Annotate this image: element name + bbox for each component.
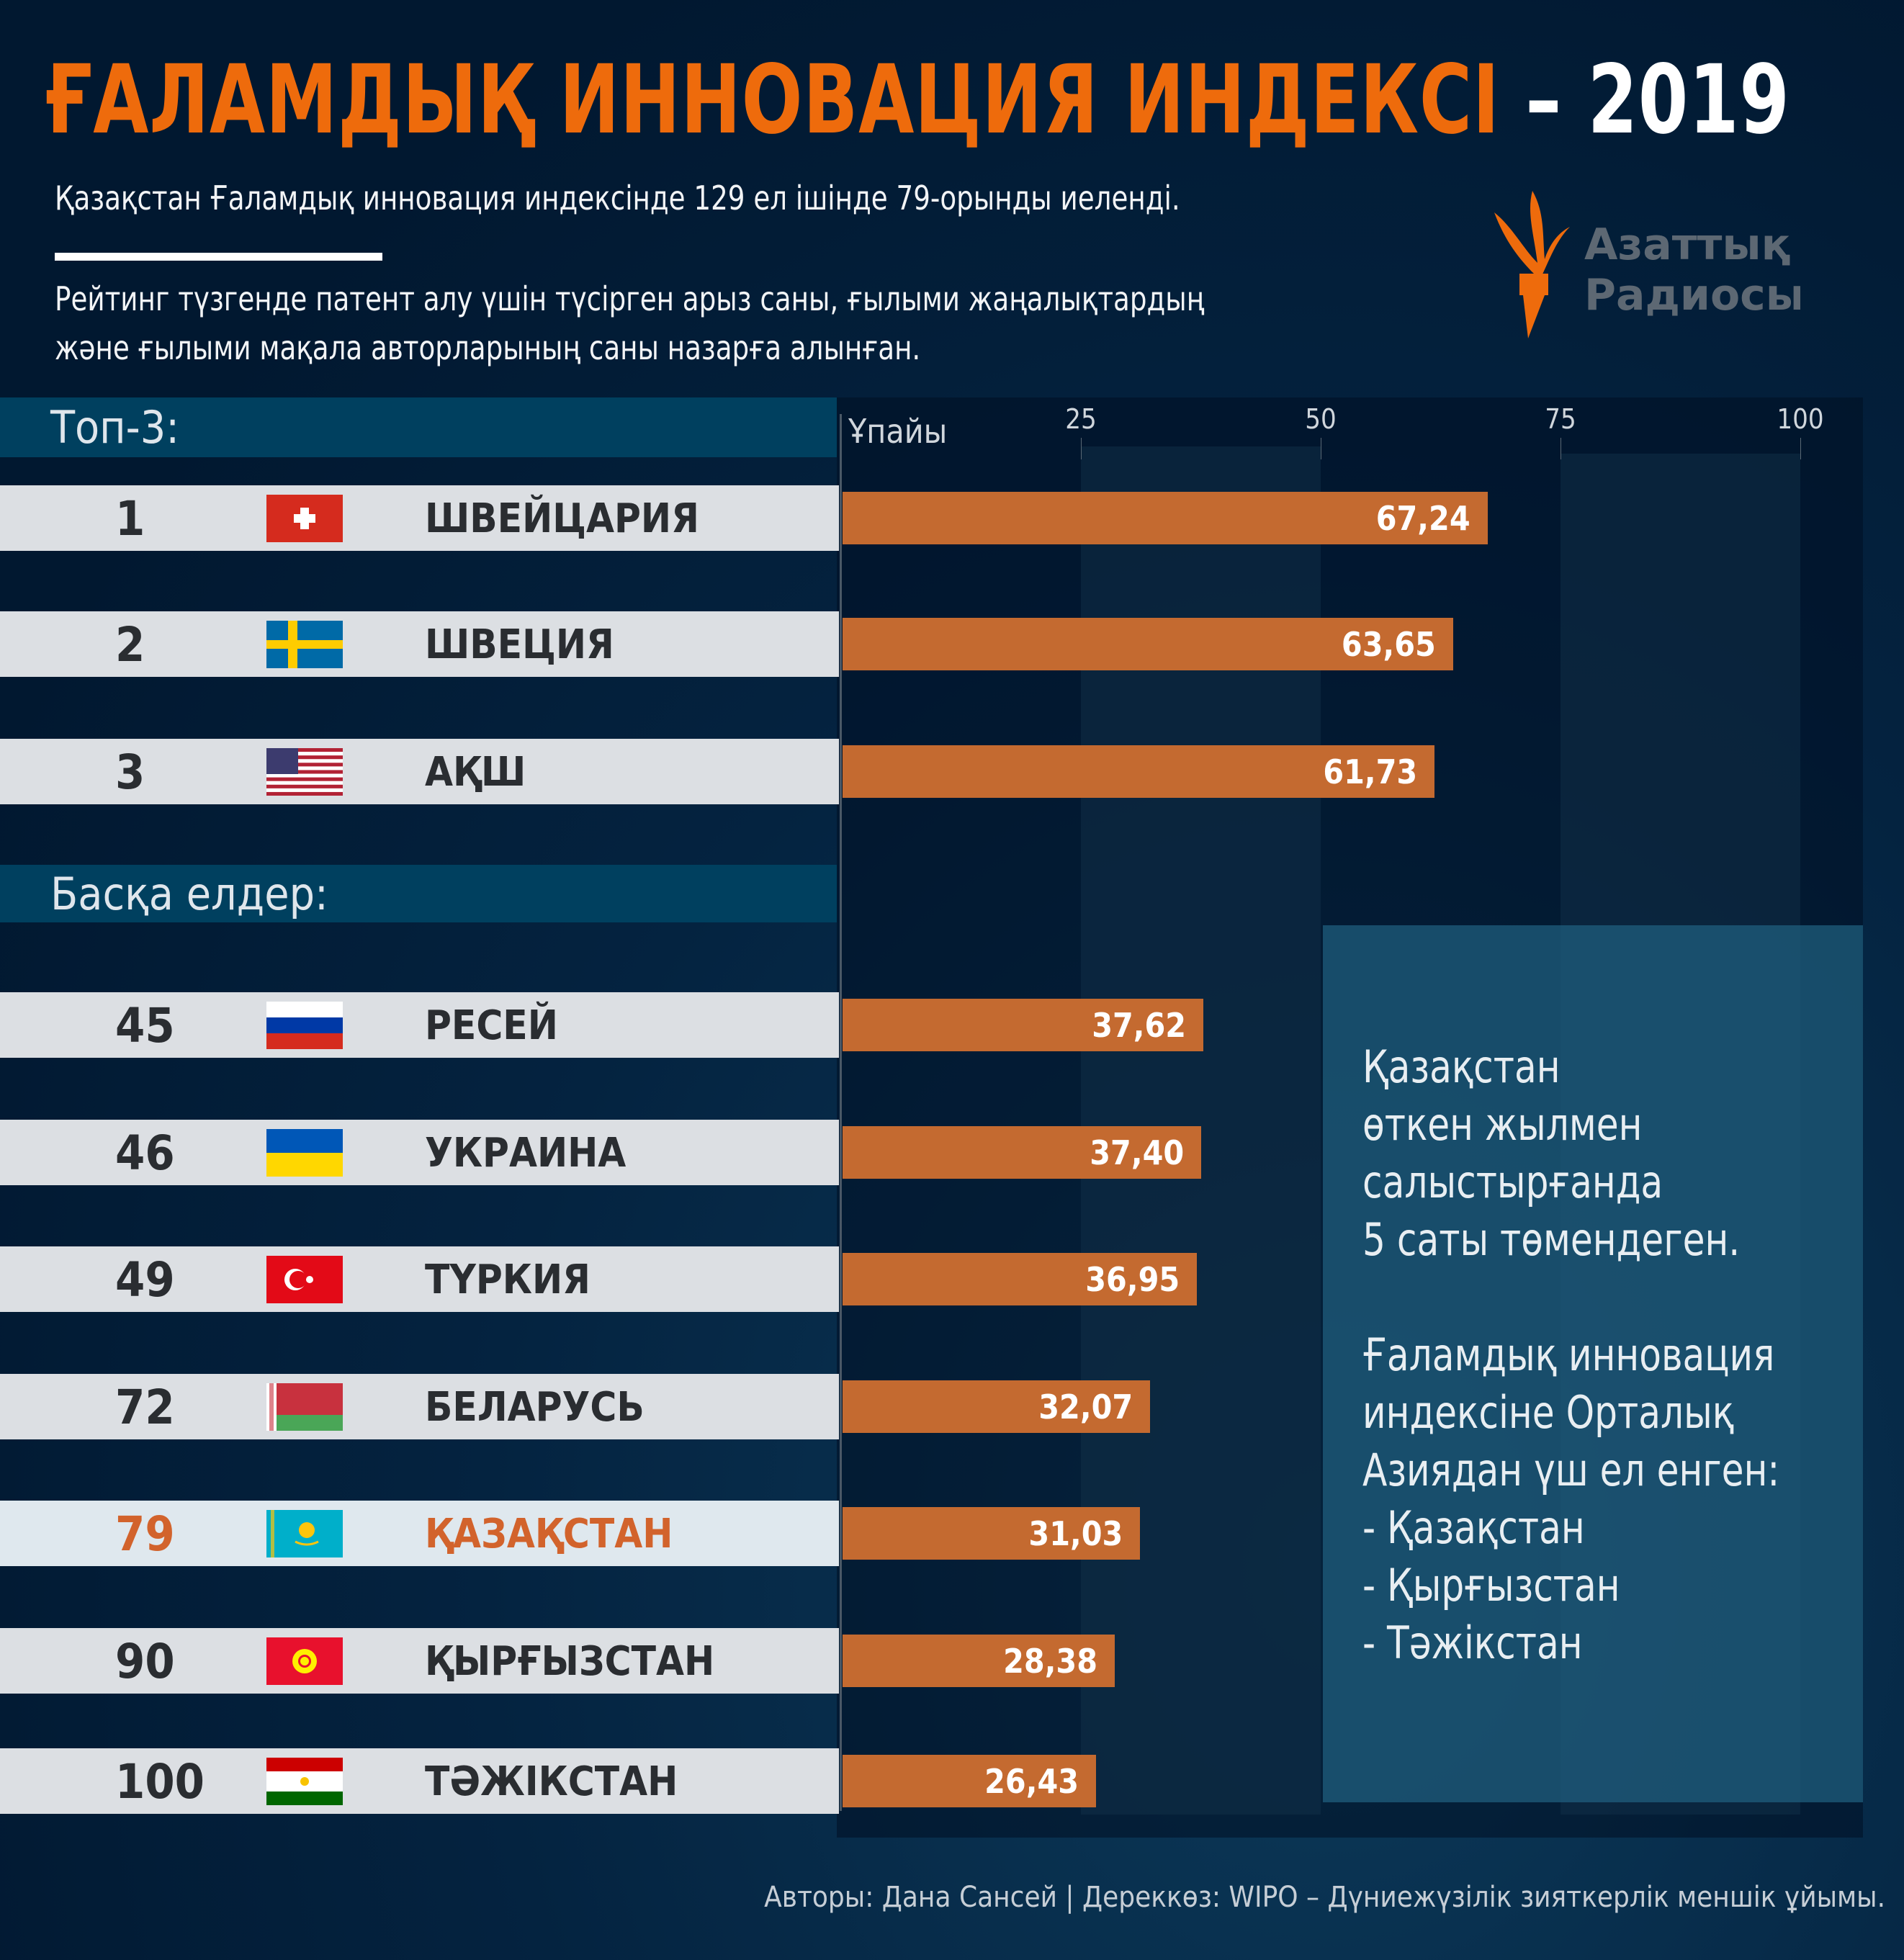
section-top3: Топ-3:: [0, 397, 837, 457]
section-others-label: Басқа елдер:: [50, 867, 328, 920]
info-line: Қазақстан: [1362, 1040, 1561, 1093]
bar-value-label: 37,62: [1092, 1006, 1187, 1045]
bar-ukraine: 37,40: [843, 1126, 1202, 1179]
bar-value-label: 61,73: [1323, 752, 1418, 791]
table-row: 46 УКРАИНА: [0, 1120, 839, 1185]
rank: 46: [115, 1125, 175, 1181]
bar-value-label: 28,38: [1003, 1642, 1098, 1681]
title-year: – 2019: [1499, 45, 1790, 156]
info-line: индексіне Орталық: [1362, 1386, 1735, 1439]
switzerland-flag-icon: [266, 495, 343, 542]
info-line: - Қырғызстан: [1362, 1559, 1620, 1611]
bar-value-label: 37,40: [1090, 1133, 1185, 1172]
bar-value-label: 63,65: [1341, 625, 1436, 664]
tajikistan-flag-icon: [266, 1758, 343, 1805]
belarus-flag-icon: [266, 1383, 343, 1431]
axis-line: [840, 414, 842, 1811]
rank: 100: [115, 1754, 205, 1810]
info-line: Ғаламдық инновация: [1362, 1329, 1775, 1381]
footer-credits: Авторы: Дана Сансей | Дереккөз: WIPO – Д…: [764, 1881, 1885, 1914]
rank: 45: [115, 998, 175, 1053]
info-line: өткен жылмен: [1362, 1098, 1643, 1151]
table-row: 49 ТҮРКИЯ: [0, 1246, 839, 1312]
logo-text-2: Радиосы: [1584, 270, 1800, 320]
country-name: ҚЫРҒЫЗСТАН: [425, 1638, 715, 1685]
info-box: Қазақстан өткен жылмен салыстырғанда 5 саты…: [1323, 925, 1863, 1802]
country-name: ТҮРКИЯ: [425, 1257, 590, 1303]
country-name: УКРАИНА: [425, 1130, 627, 1177]
info-line: - Қазақстан: [1362, 1501, 1585, 1554]
bar-value-label: 31,03: [1028, 1514, 1123, 1553]
bar-value-label: 32,07: [1038, 1388, 1133, 1426]
country-name: РЕСЕЙ: [425, 1002, 558, 1049]
country-name: АҚШ: [425, 749, 526, 796]
rank: 49: [115, 1252, 175, 1308]
usa-flag-icon: [266, 748, 343, 796]
bar-kazakhstan: 31,03: [843, 1507, 1141, 1560]
tick-label: 25: [1065, 403, 1097, 435]
bar-switzerland: 67,24: [843, 492, 1488, 544]
azattyq-logo: Азаттық Радиосы: [1494, 191, 1800, 338]
bar-value-label: 67,24: [1375, 499, 1470, 538]
table-row: 45 РЕСЕЙ: [0, 992, 839, 1058]
description-line1: Рейтинг түзгенде патент алу үшін түсірге…: [55, 279, 1205, 318]
info-line: 5 саты төмендеген.: [1362, 1213, 1741, 1266]
country-name: ҚАЗАҚСТАН: [425, 1511, 673, 1557]
rank: 79: [115, 1506, 175, 1562]
country-name: БЕЛАРУСЬ: [425, 1384, 645, 1431]
bar-value-label: 26,43: [984, 1762, 1079, 1801]
logo-text-1: Азаттық: [1584, 220, 1790, 270]
bar-russia: 37,62: [843, 999, 1204, 1051]
bar-tajikistan: 26,43: [843, 1755, 1097, 1807]
tick-mark: [1081, 438, 1082, 459]
rank: 90: [115, 1634, 175, 1689]
title-main: ҒАЛАМДЫҚ ИННОВАЦИЯ ИНДЕКСІ: [45, 45, 1500, 156]
tick-label: 75: [1545, 403, 1576, 435]
bar-belarus: 32,07: [843, 1380, 1151, 1433]
bar-turkey: 36,95: [843, 1253, 1198, 1305]
country-name: ШВЕЦИЯ: [425, 621, 614, 668]
description-line2: және ғылыми мақала авторларының саны наз…: [55, 328, 921, 367]
table-row: 79 ҚАЗАҚСТАН: [0, 1501, 839, 1566]
table-row: 100 ТӘЖІКСТАН: [0, 1748, 839, 1814]
subtitle: Қазақстан Ғаламдық инновация индексінде …: [55, 179, 1180, 217]
tick-label: 100: [1777, 403, 1824, 435]
turkey-flag-icon: [266, 1256, 343, 1303]
table-row: 72 БЕЛАРУСЬ: [0, 1374, 839, 1439]
sweden-flag-icon: [266, 621, 343, 668]
bar-sweden: 63,65: [843, 618, 1453, 670]
tick-mark: [1800, 438, 1801, 459]
country-name: ТӘЖІКСТАН: [425, 1758, 678, 1805]
section-others: Басқа елдер:: [0, 865, 837, 922]
info-line: Азиядан үш ел енген:: [1362, 1444, 1780, 1496]
bar-value-label: 36,95: [1085, 1260, 1180, 1299]
russia-flag-icon: [266, 1002, 343, 1049]
tick-label: 50: [1305, 403, 1337, 435]
table-row: 3 АҚШ: [0, 739, 839, 804]
rank: 72: [115, 1380, 175, 1435]
info-line: - Тәжікстан: [1362, 1617, 1583, 1669]
info-line: салыстырғанда: [1362, 1156, 1663, 1208]
country-name: ШВЕЙЦАРИЯ: [425, 495, 699, 542]
divider: [55, 253, 382, 261]
bar-kyrgyzstan: 28,38: [843, 1635, 1115, 1687]
table-row: 90 ҚЫРҒЫЗСТАН: [0, 1628, 839, 1694]
bar-usa: 61,73: [843, 745, 1435, 798]
table-row: 1 ШВЕЙЦАРИЯ: [0, 485, 839, 551]
rank: 2: [115, 617, 145, 673]
page-title: ҒАЛАМДЫҚ ИННОВАЦИЯ ИНДЕКСІ – 2019: [45, 45, 1790, 156]
rank: 3: [115, 745, 145, 800]
axis-label: Ұпайы: [848, 412, 948, 451]
kyrgyzstan-flag-icon: [266, 1637, 343, 1685]
kazakhstan-flag-icon: [266, 1510, 343, 1557]
table-row: 2 ШВЕЦИЯ: [0, 611, 839, 677]
section-top3-label: Топ-3:: [50, 401, 180, 454]
rank: 1: [115, 491, 145, 547]
ukraine-flag-icon: [266, 1129, 343, 1177]
